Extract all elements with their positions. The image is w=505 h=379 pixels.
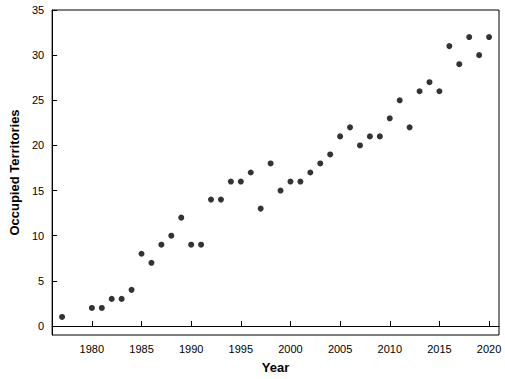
- svg-text:2000: 2000: [278, 343, 302, 355]
- svg-text:1980: 1980: [80, 343, 104, 355]
- svg-text:1985: 1985: [129, 343, 153, 355]
- svg-text:5: 5: [38, 275, 44, 287]
- svg-text:1995: 1995: [229, 343, 253, 355]
- svg-text:2005: 2005: [328, 343, 352, 355]
- svg-text:30: 30: [32, 49, 44, 61]
- svg-text:20: 20: [32, 139, 44, 151]
- svg-text:Year: Year: [262, 360, 289, 375]
- svg-text:Occupied Territories: Occupied Territories: [7, 109, 22, 235]
- svg-text:25: 25: [32, 94, 44, 106]
- svg-text:2015: 2015: [427, 343, 451, 355]
- svg-text:35: 35: [32, 4, 44, 16]
- svg-text:0: 0: [38, 320, 44, 332]
- svg-text:2020: 2020: [477, 343, 501, 355]
- svg-text:1990: 1990: [179, 343, 203, 355]
- svg-text:10: 10: [32, 230, 44, 242]
- svg-text:15: 15: [32, 185, 44, 197]
- svg-text:2010: 2010: [378, 343, 402, 355]
